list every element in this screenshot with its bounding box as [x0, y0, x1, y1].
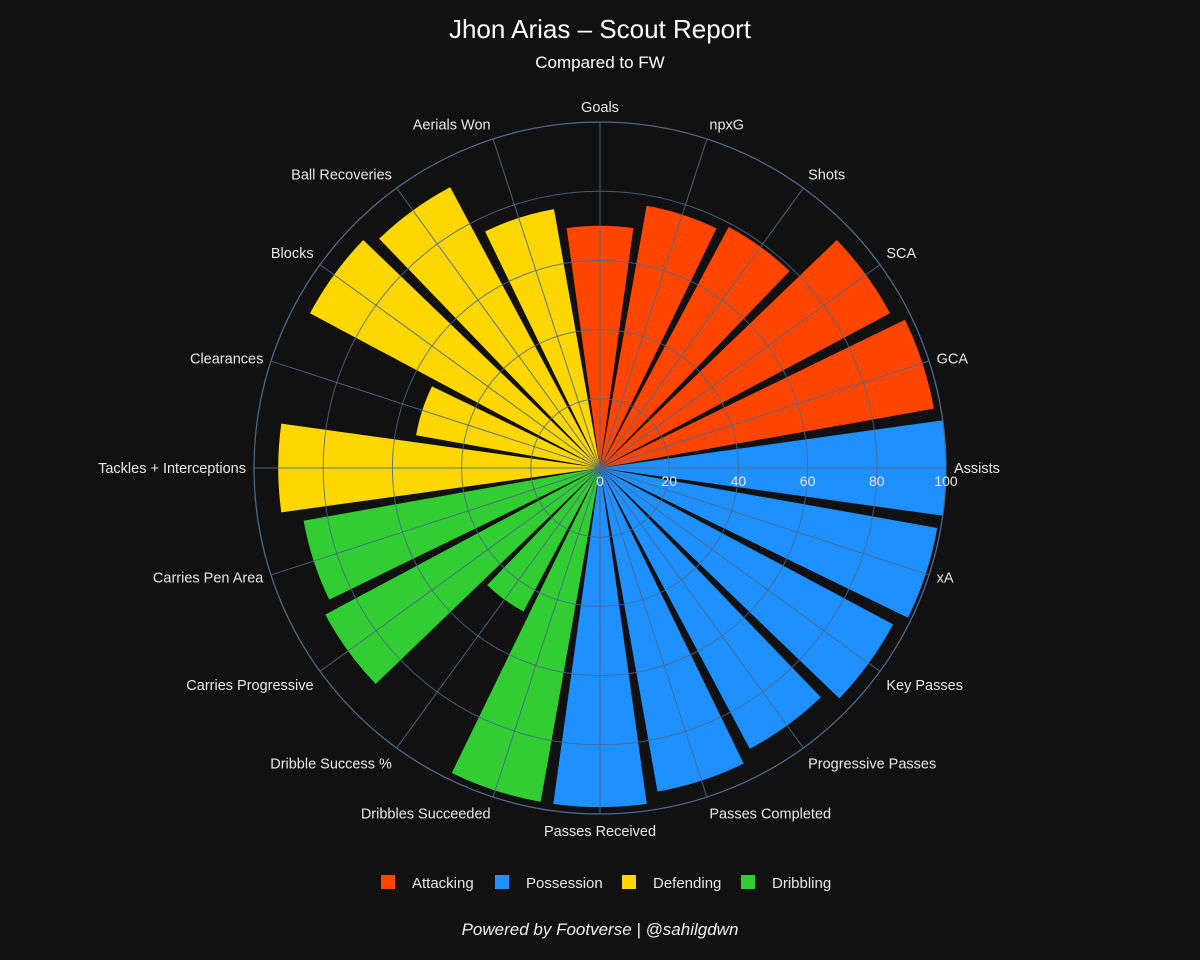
legend-swatch-dribbling — [741, 875, 755, 889]
bar-clearances — [416, 386, 600, 468]
category-label-xa: xA — [937, 570, 954, 586]
grid-spoke — [599, 138, 708, 469]
grid-spoke — [396, 187, 601, 469]
category-label-sca: SCA — [886, 246, 916, 262]
category-label-npxg: npxG — [709, 117, 744, 133]
legend-swatch-defending — [622, 875, 636, 889]
legend-swatch-attacking — [381, 875, 395, 889]
radial-tick-40: 40 — [731, 473, 747, 489]
footer-credit: Powered by Footverse | @sahilgdwn — [462, 920, 739, 939]
radial-tick-labels: 0 20 40 60 80 100 — [596, 473, 958, 489]
category-label-passes-received: Passes Received — [544, 824, 656, 840]
grid-spoke — [599, 187, 804, 469]
category-label-passes-completed: Passes Completed — [709, 807, 831, 823]
category-label-aerials-won: Aerials Won — [413, 117, 491, 133]
bar-passes-completed — [600, 468, 744, 792]
category-label-shots: Shots — [808, 168, 845, 184]
category-label-clearances: Clearances — [190, 352, 263, 368]
bar-progressive-passes — [600, 468, 821, 749]
category-label-dribble-success: Dribble Success % — [270, 756, 392, 772]
grid-spoke — [270, 360, 601, 469]
chart-title: Jhon Arias – Scout Report — [449, 14, 752, 44]
grid-spoke — [319, 264, 601, 469]
bar-shots — [600, 226, 790, 468]
category-label-carries-pen-area: Carries Pen Area — [153, 570, 264, 586]
grid-spoke — [599, 264, 881, 469]
radial-tick-0: 0 — [596, 473, 604, 489]
category-label-gca: GCA — [937, 352, 969, 368]
grid-spoke — [492, 467, 601, 798]
category-label-tackles-interceptions: Tackles + Interceptions — [98, 461, 246, 477]
grid-spoke — [599, 467, 804, 749]
category-label-assists: Assists — [954, 461, 1000, 477]
category-label-key-passes: Key Passes — [886, 678, 963, 694]
grid-spoke — [599, 467, 881, 672]
legend-label-attacking: Attacking — [412, 875, 474, 892]
grid-spoke — [396, 467, 601, 749]
category-labels: Goals npxG Shots SCA GCA Assists xA Key Passes P… — [98, 100, 1000, 840]
radial-tick-20: 20 — [661, 473, 677, 489]
legend-label-dribbling: Dribbling — [772, 875, 831, 892]
radial-tick-80: 80 — [869, 473, 885, 489]
grid-spoke — [599, 467, 708, 798]
bar-layer — [278, 187, 947, 808]
bar-carries-pen-area — [303, 468, 600, 600]
legend-swatch-possession — [495, 875, 509, 889]
legend-label-defending: Defending — [653, 875, 721, 892]
legend: Attacking Possession Defending Dribbling — [381, 875, 831, 892]
category-label-carries-progressive: Carries Progressive — [186, 678, 313, 694]
bar-npxg — [600, 205, 717, 468]
category-label-blocks: Blocks — [271, 246, 314, 262]
bar-dribbles-succeeded — [451, 468, 600, 802]
grid-spoke — [599, 360, 930, 469]
grid-spoke — [319, 467, 601, 672]
bar-key-passes — [600, 468, 894, 699]
polar-plot: Goals npxG Shots SCA GCA Assists xA Key Passes P… — [98, 100, 1000, 840]
category-label-dribbles-succeeded: Dribbles Succeeded — [361, 807, 491, 823]
grid-spoke — [492, 138, 601, 469]
chart-subtitle: Compared to FW — [535, 53, 664, 72]
grid-layer — [253, 121, 947, 815]
bar-carries-progressive — [325, 468, 600, 684]
radial-tick-100: 100 — [934, 473, 958, 489]
grid-spoke — [270, 467, 601, 576]
category-label-goals: Goals — [581, 100, 619, 116]
bar-dribble-success — [487, 468, 600, 612]
legend-label-possession: Possession — [526, 875, 603, 892]
radial-tick-60: 60 — [800, 473, 816, 489]
bar-gca — [600, 319, 934, 468]
bar-ball-recoveries — [379, 187, 600, 468]
grid-spoke — [599, 467, 930, 576]
category-label-progressive-passes: Progressive Passes — [808, 756, 936, 772]
category-label-ball-recoveries: Ball Recoveries — [291, 168, 392, 184]
bar-aerials-won — [485, 209, 600, 468]
